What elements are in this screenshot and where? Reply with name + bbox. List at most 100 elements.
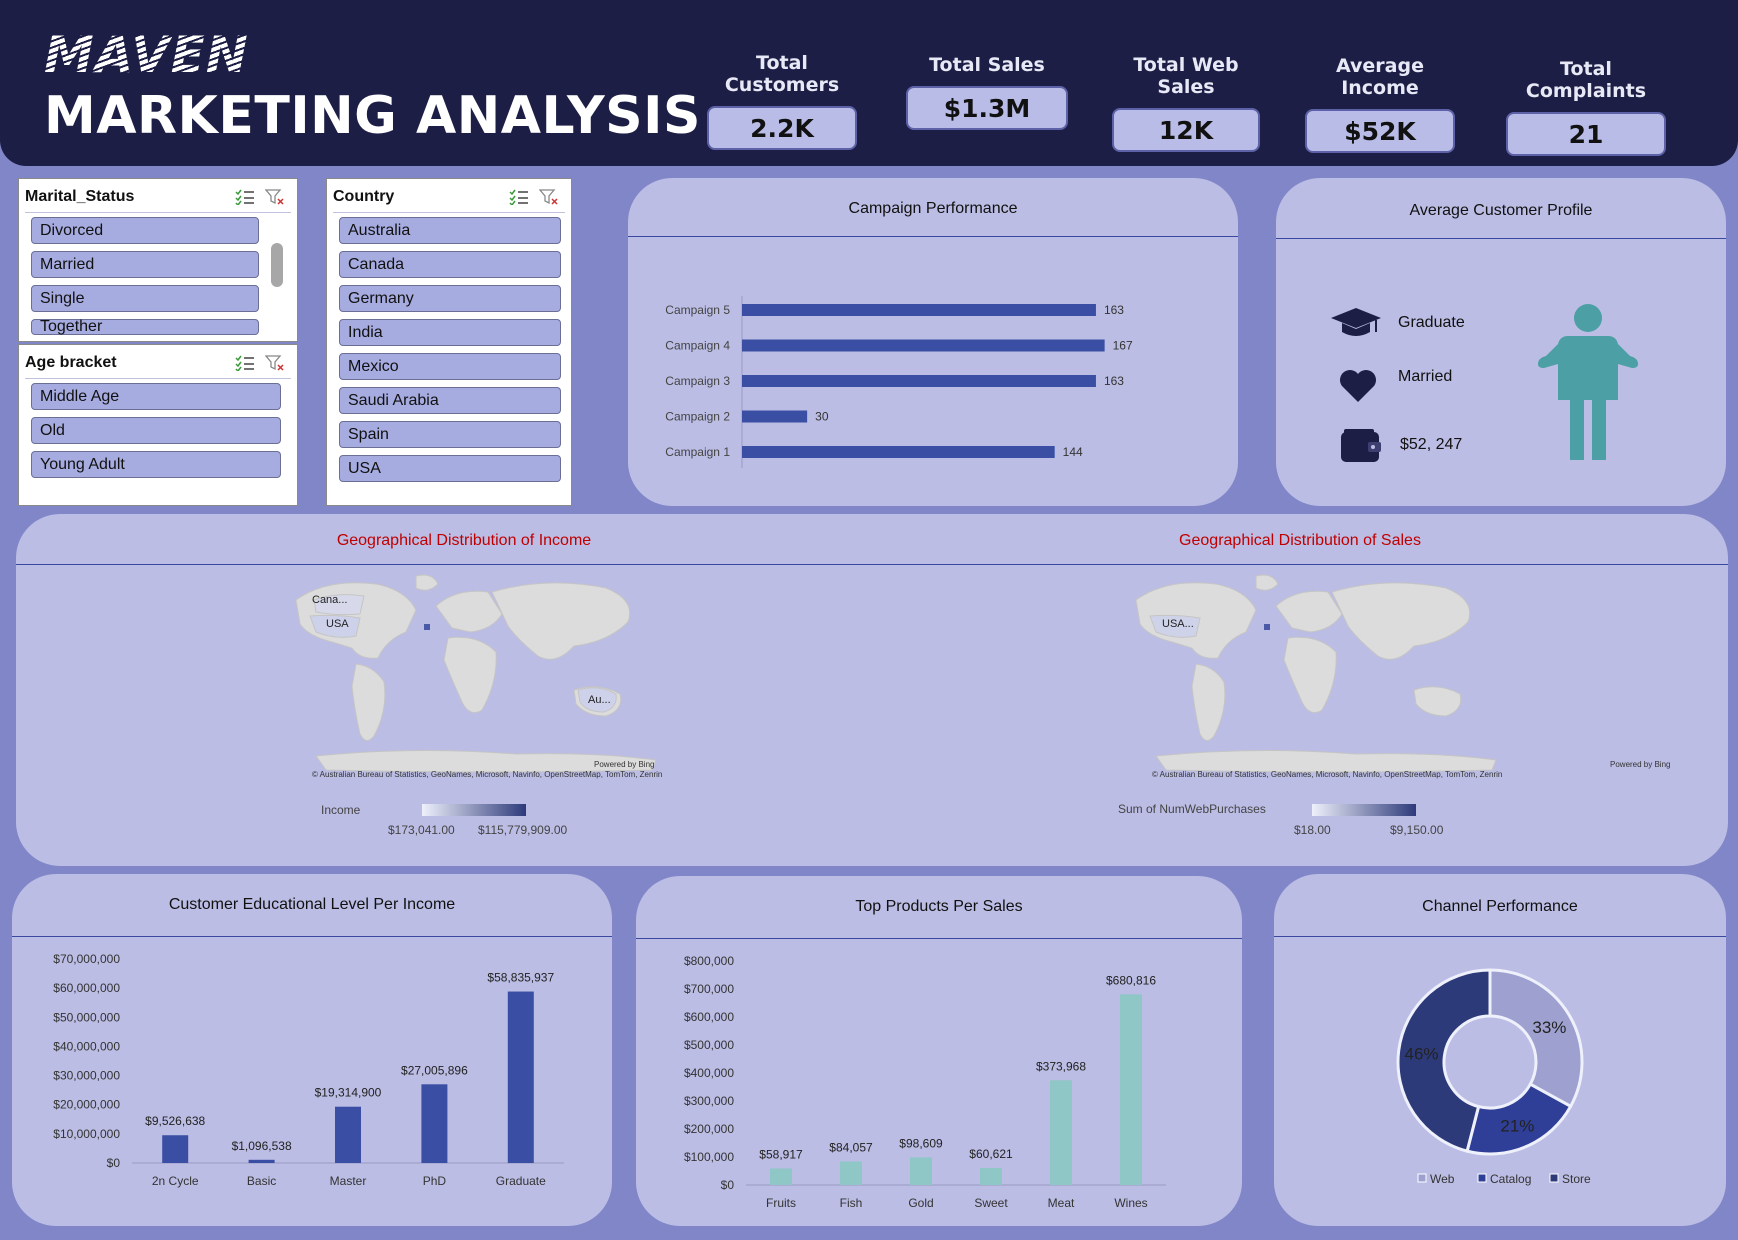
legend-gradient [1312,804,1416,816]
slicer-item-married[interactable]: Married [31,251,259,278]
bar [840,1161,862,1185]
data-label: $58,917 [759,1148,803,1162]
tick-label: Campaign 5 [665,303,730,317]
slicer-item-middle-age[interactable]: Middle Age [31,383,281,410]
slicer-header: Country [333,183,565,213]
slicer-title: Marital_Status [25,188,135,205]
legend-gradient [422,804,526,816]
multi-select-icon[interactable] [235,355,255,371]
donut-slice [1396,968,1492,1153]
y-tick-label: $0 [107,1156,121,1170]
campaign-bar-chart: Campaign 5 163 Campaign 4 167 Campaign 3 163 C… [665,296,1133,468]
x-tick-label: PhD [423,1174,447,1188]
kpi-value: 21 [1506,112,1666,156]
slicer-item-australia[interactable]: Australia [339,217,561,244]
profile-income: $52, 247 [1400,436,1463,453]
map-label-canada: Cana... [312,594,347,606]
map-credit: © Australian Bureau of Statistics, GeoNa… [312,770,663,779]
maps-panel: Geographical Distribution of Income Cana… [16,514,1728,866]
y-tick-label: $600,000 [684,1010,734,1024]
legend-swatch [1477,1173,1487,1183]
channel-donut-chart: 33% 21% 46% Web Catalog Store [1396,968,1591,1186]
bar [980,1168,1002,1185]
bar [742,446,1055,458]
legend-min: $173,041.00 [388,823,455,837]
y-tick-label: $70,000,000 [53,952,120,966]
slicer-item-single[interactable]: Single [31,285,259,312]
multi-select-icon[interactable] [509,189,529,205]
sales-world-map[interactable]: USA... [1096,570,1526,780]
x-tick-label: Graduate [496,1174,546,1188]
slicer-item-mexico[interactable]: Mexico [339,353,561,380]
donut-slice [1488,968,1584,1109]
y-tick-label: $30,000,000 [53,1069,120,1083]
x-tick-label: Gold [908,1196,933,1210]
kpi-value: $52K [1305,109,1455,153]
x-tick-label: Basic [247,1174,276,1188]
slicer-item-usa[interactable]: USA [339,455,561,482]
data-label: $1,096,538 [232,1139,292,1153]
clear-filter-icon[interactable] [265,189,285,205]
divider [1276,238,1726,239]
multi-select-icon[interactable] [235,189,255,205]
dashboard-header: MAVEN MARKETING ANALYSIS Total Customers… [0,0,1738,166]
kpi-label: Total Complaints [1525,58,1647,102]
slicer-header: Marital_Status [25,183,291,213]
kpi-total-sales: Total Sales $1.3M [906,54,1068,130]
y-tick-label: $800,000 [684,954,734,968]
campaign-performance-panel: Campaign Performance Campaign 5 163 Campai… [628,178,1238,506]
chart-title: Top Products Per Sales [855,898,1023,915]
income-world-map[interactable]: Cana... USA Au... [256,570,686,780]
profile-education: Graduate [1398,314,1465,331]
bar [1120,994,1142,1185]
map-credit: © Australian Bureau of Statistics, GeoNa… [1152,770,1503,779]
data-label: 163 [1104,303,1124,317]
slicer-scrollbar[interactable] [271,243,283,287]
legend-label: Income [321,803,361,817]
data-label: 163 [1104,374,1124,388]
divider [1274,936,1726,937]
panel-title: Average Customer Profile [1409,202,1593,219]
slicer-item-saudi-arabia[interactable]: Saudi Arabia [339,387,561,414]
slicer-item-divorced[interactable]: Divorced [31,217,259,244]
donut-slice [1465,1082,1573,1156]
tick-label: Campaign 4 [665,339,730,353]
profile-marital-status: Married [1398,368,1453,385]
data-label: 144 [1063,445,1083,459]
slicer-item-together[interactable]: Together [31,319,259,335]
heart-icon [1340,370,1376,402]
map-powered-by: Powered by Bing [1610,760,1671,769]
divider [12,936,612,937]
slicer-item-canada[interactable]: Canada [339,251,561,278]
kpi-label: Total Customers [724,52,840,96]
kpi-total-web-sales: Total Web Sales 12K [1112,54,1260,152]
tick-label: Campaign 1 [665,445,730,459]
bar [770,1168,792,1185]
slicer-item-india[interactable]: India [339,319,561,346]
kpi-total-customers: Total Customers 2.2K [707,52,857,150]
map-income-title: Geographical Distribution of Income [336,532,592,549]
map-powered-by: Powered by Bing [594,760,655,769]
slicer-country: Country Australia Canada Germany India M… [326,178,572,506]
bar [421,1084,448,1163]
data-label: 30 [815,410,829,424]
data-label: $27,005,896 [401,1063,468,1077]
kpi-value: $1.3M [906,86,1068,130]
slicer-header: Age bracket [25,349,291,379]
y-tick-label: $500,000 [684,1038,734,1052]
clear-filter-icon[interactable] [265,355,285,371]
slicer-item-spain[interactable]: Spain [339,421,561,448]
chart-title: Customer Educational Level Per Income [168,896,456,913]
bar [742,410,808,423]
kpi-label: Average Income [1336,55,1424,99]
slicer-item-germany[interactable]: Germany [339,285,561,312]
slicer-item-old[interactable]: Old [31,417,281,444]
x-tick-label: Master [330,1174,367,1188]
brand-logo: MAVEN [44,26,249,84]
clear-filter-icon[interactable] [539,189,559,205]
data-label: $84,057 [829,1140,873,1154]
bar [910,1157,932,1185]
data-label: $58,835,937 [487,971,554,985]
legend-max: $9,150.00 [1390,823,1444,837]
slicer-item-young-adult[interactable]: Young Adult [31,451,281,478]
